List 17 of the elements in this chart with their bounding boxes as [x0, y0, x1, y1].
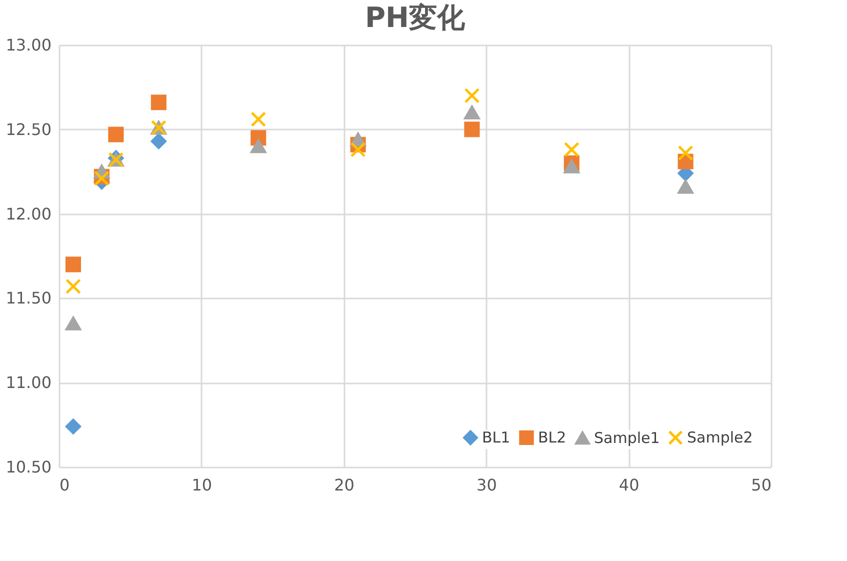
y-tick-label: 11.00: [6, 373, 52, 392]
legend-label: BL2: [538, 428, 566, 447]
chart-title: PH変化: [365, 1, 466, 34]
x-tick-label: 0: [60, 476, 70, 494]
legend-label: Sample2: [687, 428, 753, 447]
x-tick-label: 40: [618, 476, 640, 494]
legend-label: BL1: [482, 428, 510, 447]
y-tick-label: 13.00: [6, 36, 52, 54]
legend-label: Sample1: [594, 429, 660, 448]
x-tick-label: 30: [476, 476, 497, 494]
x-tick-label: 10: [192, 476, 212, 494]
x-tick-label: 20: [334, 476, 354, 494]
y-tick-label: 12.00: [6, 204, 52, 224]
x-tick-label: 50: [751, 476, 772, 494]
y-tick-label: 10.50: [6, 458, 52, 476]
y-tick-label: 11.50: [6, 288, 52, 308]
y-tick-label: 12.50: [6, 120, 52, 139]
